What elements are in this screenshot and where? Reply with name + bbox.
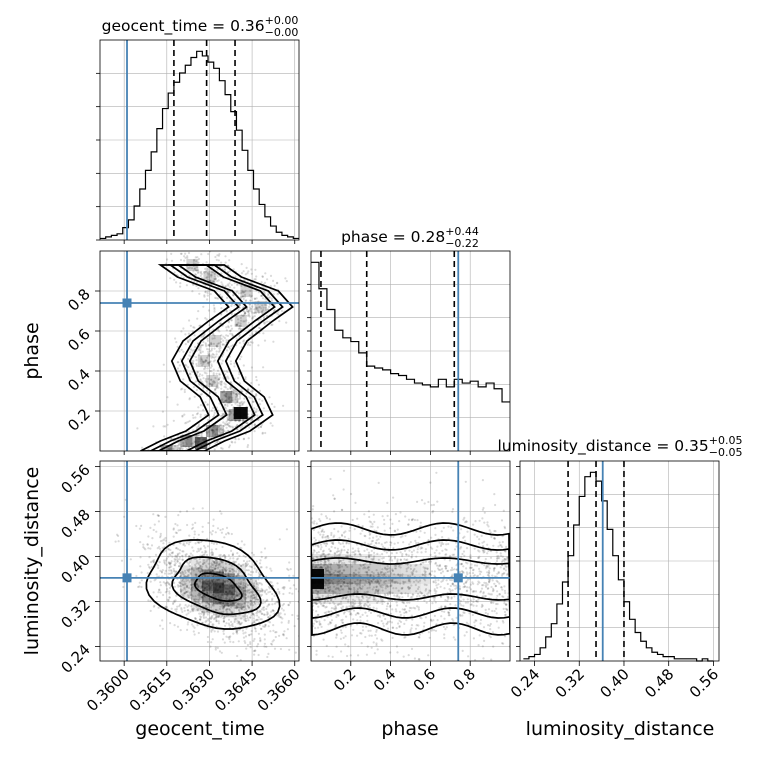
joint-geocent-time-luminosity-distance-frame <box>99 460 300 662</box>
x-axis-geocent-time-ticklabel-0: 0.3600 <box>83 665 133 715</box>
y-axis-luminosity-distance-ticklabel-0: 0.24 <box>57 640 93 676</box>
title-luminosity-distance-sup: +0.05 <box>709 434 743 447</box>
title-geocent-time: geocent_time = 0.36+0.00 −0.00 <box>102 14 299 39</box>
joint-phase-luminosity-distance-contour-2 <box>311 522 510 636</box>
x-axis-geocent-time-ticklabel-4: 0.3660 <box>254 665 304 715</box>
y-axis-luminosity-distance-ticklabel-2: 0.40 <box>57 551 93 587</box>
joint-geocent-time-luminosity-distance <box>100 461 299 661</box>
joint-phase-luminosity-distance-frame <box>310 460 511 662</box>
title-phase: phase = 0.28+0.44 −0.22 <box>341 225 479 250</box>
x-axis-luminosity-distance-ticklabel-0: 0.24 <box>507 665 543 701</box>
hist-luminosity-distance-frame <box>519 460 720 662</box>
x-axis-phase-ticklabel-0: 0.2 <box>330 665 360 695</box>
title-luminosity-distance: luminosity_distance = 0.35+0.05 −0.05 <box>498 434 743 459</box>
x-axis-phase-ticklabel-2: 0.6 <box>410 665 440 695</box>
xlabel-luminosity-distance: luminosity_distance <box>526 718 715 740</box>
ylabel-phase: phase <box>21 322 43 379</box>
joint-geocent-time-phase <box>100 251 299 451</box>
title-geocent-time-main: geocent_time = 0.36 <box>102 17 265 36</box>
x-axis-luminosity-distance-ticklabel-2: 0.40 <box>596 665 632 701</box>
y-axis-luminosity-distance-ticklabel-3: 0.48 <box>57 506 93 542</box>
y-axis-phase-ticklabel-2: 0.6 <box>64 325 94 355</box>
title-phase-sub: −0.22 <box>445 237 479 250</box>
title-geocent-time-sub: −0.00 <box>265 26 299 39</box>
x-axis-phase-ticklabel-3: 0.8 <box>449 665 479 695</box>
joint-geocent-time-luminosity-distance-truth-marker <box>122 573 132 583</box>
x-axis-geocent-time-ticklabel-1: 0.3615 <box>126 665 176 715</box>
y-axis-phase-ticklabel-3: 0.8 <box>64 285 94 315</box>
title-geocent-time-sup: +0.00 <box>265 14 299 27</box>
x-axis-luminosity-distance-ticklabel-3: 0.48 <box>641 665 677 701</box>
x-axis-geocent-time-ticklabel-2: 0.3630 <box>168 665 218 715</box>
xlabel-geocent-time: geocent_time <box>135 718 264 740</box>
title-phase-sup: +0.44 <box>445 225 479 238</box>
joint-phase-luminosity-distance <box>311 461 510 661</box>
y-axis-phase-ticklabel-0: 0.2 <box>64 405 94 435</box>
x-axis-luminosity-distance-ticklabel-4: 0.56 <box>686 665 722 701</box>
joint-geocent-time-phase-contour-2 <box>140 264 294 451</box>
joint-phase-luminosity-distance-truth-marker <box>453 573 463 583</box>
joint-geocent-time-luminosity-distance-contour-2 <box>145 539 281 630</box>
hist-luminosity-distance-steps <box>523 471 714 662</box>
title-phase-main: phase = 0.28 <box>341 228 445 246</box>
y-axis-luminosity-distance-ticklabel-1: 0.32 <box>57 596 93 632</box>
title-luminosity-distance-sub: −0.05 <box>709 446 743 459</box>
joint-geocent-time-luminosity-distance-contour-0 <box>193 572 243 602</box>
joint-geocent-time-phase-truth-marker <box>122 298 132 308</box>
title-luminosity-distance-main: luminosity_distance = 0.35 <box>498 437 709 456</box>
joint-geocent-time-luminosity-distance-contour-1 <box>171 556 262 616</box>
xlabel-phase: phase <box>381 718 438 740</box>
hist-phase-steps <box>311 261 510 403</box>
y-axis-phase-ticklabel-1: 0.4 <box>64 365 94 395</box>
x-axis-geocent-time-ticklabel-3: 0.3645 <box>211 665 261 715</box>
hist-geocent-time-frame <box>99 39 300 241</box>
hist-phase-frame <box>310 250 511 452</box>
ylabel-luminosity-distance: luminosity_distance <box>21 467 43 656</box>
joint-geocent-time-phase-frame <box>99 250 300 452</box>
x-axis-phase-ticklabel-1: 0.4 <box>370 665 400 695</box>
y-axis-luminosity-distance-ticklabel-4: 0.56 <box>57 461 93 497</box>
hist-geocent-time-steps <box>100 50 299 240</box>
x-axis-luminosity-distance-ticklabel-1: 0.32 <box>552 665 588 701</box>
